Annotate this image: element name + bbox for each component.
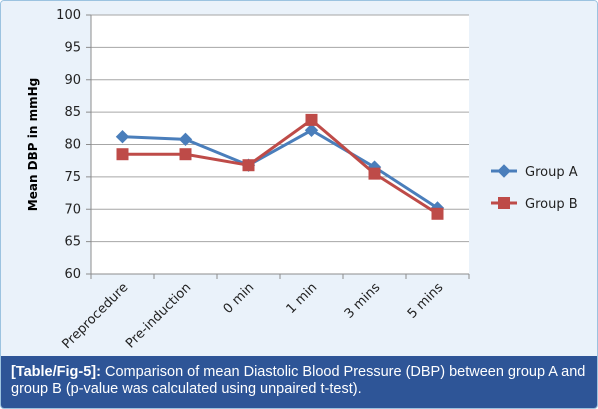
y-tick-label: 85 bbox=[64, 105, 81, 120]
data-point bbox=[368, 167, 381, 180]
caption-text: Comparison of mean Diastolic Blood Press… bbox=[11, 364, 586, 397]
y-tick-label: 90 bbox=[64, 73, 81, 88]
legend-marker bbox=[498, 197, 510, 209]
x-tick-label: Pre-induction bbox=[123, 280, 194, 351]
data-point bbox=[305, 113, 318, 126]
legend-label: Group A bbox=[525, 165, 578, 180]
y-axis-title: Mean DBP in mmHg bbox=[26, 78, 40, 211]
caption-label: [Table/Fig-5]: bbox=[11, 364, 101, 380]
y-tick-label: 100 bbox=[56, 8, 81, 23]
data-point bbox=[242, 159, 255, 172]
x-tick-label: 3 mins bbox=[342, 280, 384, 322]
y-tick-label: 70 bbox=[64, 202, 81, 217]
legend-label: Group B bbox=[525, 197, 578, 212]
x-tick-label: 1 min bbox=[284, 280, 321, 317]
y-tick-label: 80 bbox=[64, 138, 81, 153]
line-chart: 60 65 70 75 80 85 90 95 100 PreprocedurePre-induc… bbox=[26, 8, 578, 352]
data-point bbox=[304, 123, 319, 137]
x-tick-label: Preprocedure bbox=[59, 280, 131, 352]
data-point bbox=[179, 148, 192, 161]
y-tick-label: 65 bbox=[64, 235, 81, 250]
data-point bbox=[115, 130, 130, 144]
data-point bbox=[178, 132, 193, 147]
data-point bbox=[431, 207, 444, 220]
figure-caption: [Table/Fig-5]: Comparison of mean Diasto… bbox=[1, 356, 597, 408]
data-point bbox=[116, 148, 129, 161]
x-tick-label: 5 mins bbox=[405, 280, 447, 322]
x-tick-label: 0 min bbox=[221, 280, 258, 317]
legend-marker bbox=[497, 164, 511, 178]
y-tick-label: 75 bbox=[64, 170, 81, 185]
chart-panel: 60 65 70 75 80 85 90 95 100 Preprocedure Pre-induc… bbox=[1, 1, 597, 356]
series-line-group-b bbox=[122, 117, 439, 216]
y-tick-label: 60 bbox=[64, 267, 81, 282]
series-line-group-a bbox=[122, 128, 439, 210]
y-tick-label: 95 bbox=[64, 40, 81, 55]
